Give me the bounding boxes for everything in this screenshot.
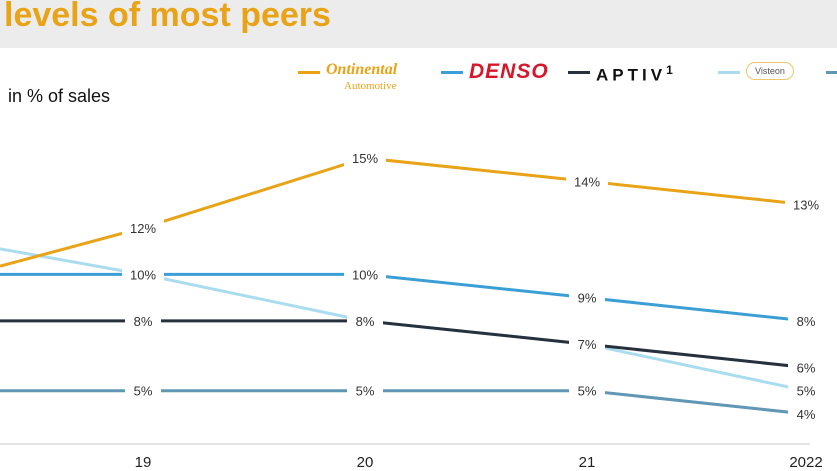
- data-label-bg-denso-20: [344, 265, 386, 284]
- legend-denso: DENSO: [441, 56, 549, 92]
- data-label-bg-aptiv-19: [125, 311, 161, 330]
- denso-logo: DENSO: [469, 60, 549, 83]
- data-label-bg-aptiv-20: [347, 311, 383, 330]
- unit-label: in % of sales: [8, 86, 111, 106]
- data-label-bg-continental-21: [566, 172, 608, 191]
- data-label-continental-20: 15%: [352, 151, 378, 166]
- aptiv-logo-text: APTIV: [596, 65, 667, 85]
- legend: Ontinental Automotive DENSO APTIV1 Visteo…: [298, 56, 837, 96]
- aptiv-logo: APTIV1: [596, 63, 673, 86]
- legend-swatch-other: [826, 71, 837, 74]
- legend-continental: Ontinental Automotive: [298, 56, 397, 92]
- x-tick-21: 21: [579, 454, 596, 471]
- data-label-denso-2022: 8%: [797, 314, 816, 329]
- legend-swatch-aptiv: [568, 71, 590, 74]
- series-line-denso: [0, 272, 807, 323]
- series-line-continental: [0, 156, 807, 268]
- data-label-bg-continental-20: [344, 149, 386, 168]
- series-lines: [0, 156, 807, 416]
- data-label-continental-21: 14%: [574, 174, 600, 189]
- x-tick-2022: 2022: [789, 454, 822, 471]
- data-label-bg-other-19: [125, 381, 161, 400]
- legend-swatch-denso: [441, 71, 463, 74]
- legend-swatch-continental: [298, 71, 320, 74]
- x-tick-labels: 19 20 21 2022: [135, 454, 823, 471]
- data-label-denso-21: 9%: [578, 291, 597, 306]
- data-label-aptiv-21: 7%: [578, 337, 597, 352]
- data-label-denso-20: 10%: [352, 267, 378, 282]
- data-label-bg-continental-2022: [785, 195, 827, 214]
- data-label-continental-2022: 13%: [793, 198, 819, 213]
- data-label-bg-denso-19: [122, 265, 164, 284]
- data-label-denso-19: 10%: [130, 267, 156, 282]
- data-label-other-20: 5%: [356, 384, 375, 399]
- data-label-aptiv-20: 8%: [356, 314, 375, 329]
- data-labels: 10%8%7%5%5%5%5%4%10%10%9%8%8%8%7%6%12%15…: [122, 149, 827, 423]
- data-label-bg-aptiv-21: [569, 335, 605, 354]
- data-label-bg-other-2022: [788, 405, 824, 423]
- x-tick-20: 20: [357, 454, 374, 471]
- legend-swatch-visteon: [718, 71, 740, 74]
- data-label-other-21: 5%: [578, 384, 597, 399]
- data-label-bg-aptiv-2022: [788, 358, 824, 377]
- data-label-other-2022: 4%: [797, 407, 816, 422]
- legend-visteon: Visteon: [718, 56, 794, 92]
- page-title: levels of most peers: [4, 0, 331, 34]
- data-label-bg-continental-19: [122, 218, 164, 237]
- data-label-bg-denso-2022: [788, 311, 824, 330]
- legend-other: [826, 56, 837, 92]
- data-label-bg-visteon-2022: [788, 381, 824, 400]
- series-line-aptiv: [0, 319, 807, 369]
- x-tick-19: 19: [135, 454, 152, 471]
- title-band: [0, 0, 837, 48]
- continental-logo-text: Ontinental: [326, 61, 398, 78]
- aptiv-footnote: 1: [666, 63, 673, 77]
- series-line-other: [0, 389, 807, 416]
- visteon-logo: Visteon: [746, 62, 794, 80]
- continental-logo: Ontinental Automotive: [326, 62, 397, 94]
- data-label-aptiv-2022: 6%: [797, 360, 816, 375]
- data-label-continental-19: 12%: [130, 221, 156, 236]
- data-label-aptiv-19: 8%: [134, 314, 153, 329]
- data-label-bg-denso-21: [569, 288, 605, 307]
- legend-aptiv: APTIV1: [568, 56, 673, 92]
- continental-logo-sub: Automotive: [344, 80, 397, 92]
- data-label-bg-other-21: [569, 381, 605, 400]
- data-label-other-19: 5%: [134, 384, 153, 399]
- data-label-bg-other-20: [347, 381, 383, 400]
- data-label-visteon-2022: 5%: [797, 384, 816, 399]
